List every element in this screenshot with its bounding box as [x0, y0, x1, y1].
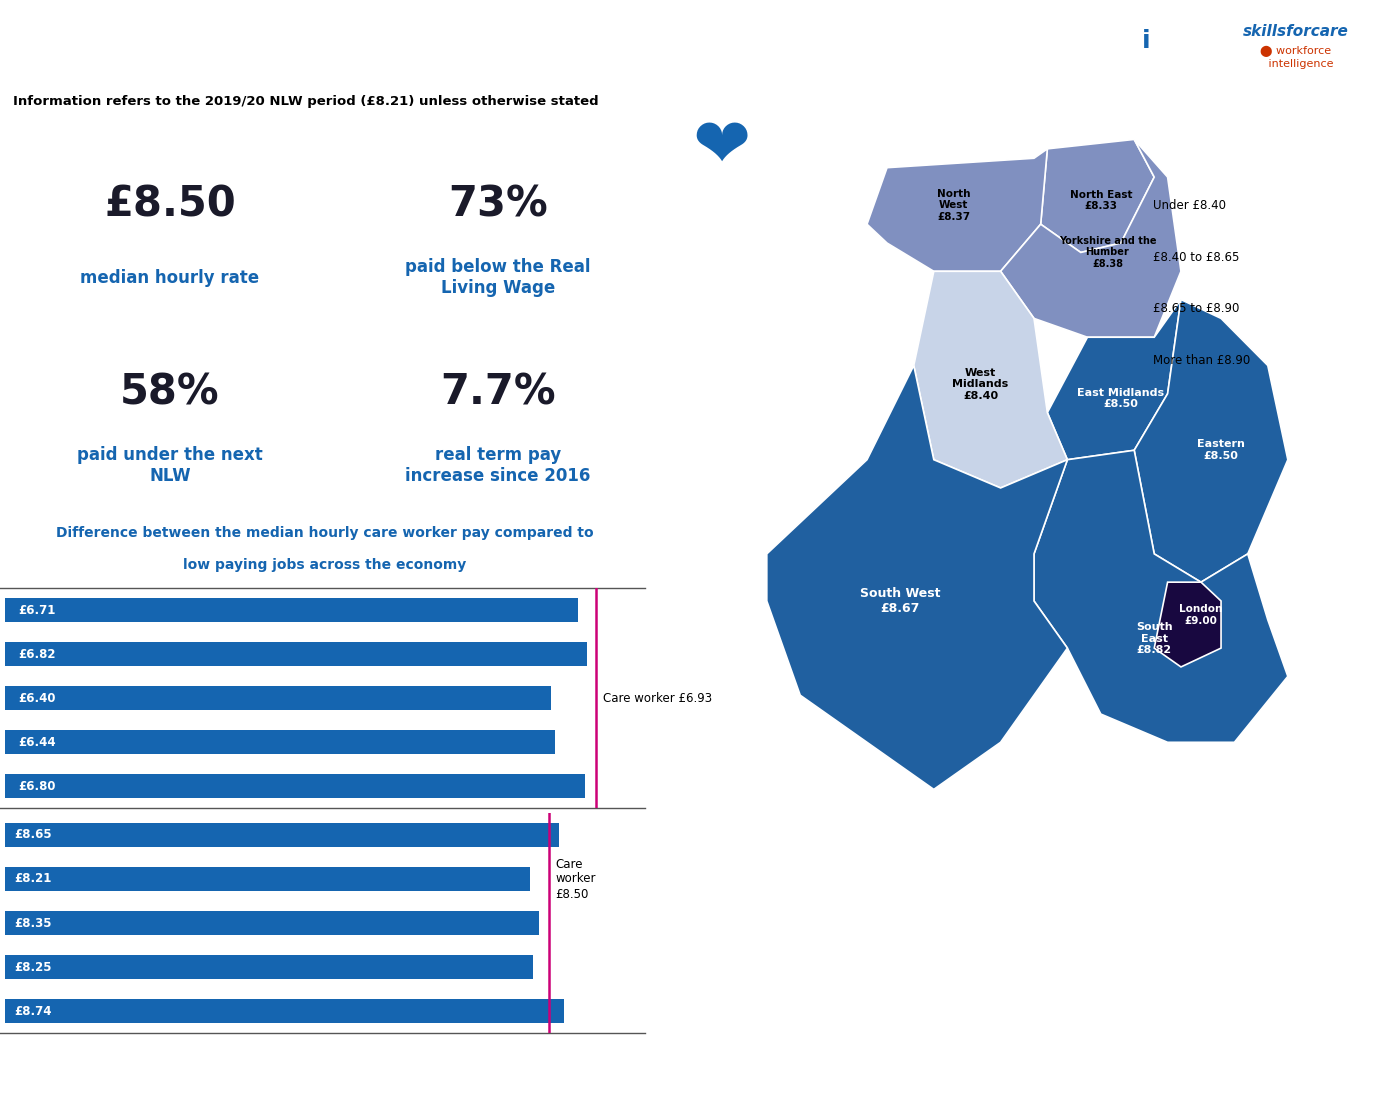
Polygon shape	[1034, 451, 1288, 743]
Text: £8.25: £8.25	[15, 961, 52, 973]
Text: South
East
£8.82: South East £8.82	[1135, 623, 1173, 656]
Text: London
£9.00: London £9.00	[1180, 604, 1222, 626]
Bar	[6, 911, 539, 936]
Text: £6.80: £6.80	[18, 779, 55, 792]
Text: £8.40 to £8.65: £8.40 to £8.65	[1153, 250, 1239, 263]
Polygon shape	[1134, 300, 1288, 582]
Polygon shape	[1000, 140, 1181, 337]
Text: £6.40: £6.40	[18, 691, 55, 704]
Text: Download PDF: Download PDF	[845, 94, 958, 108]
Text: £8.74: £8.74	[15, 1005, 52, 1017]
Bar	[1115, 344, 1142, 379]
Bar	[6, 998, 565, 1023]
Circle shape	[758, 14, 1378, 67]
Text: i: i	[1142, 29, 1151, 53]
Bar	[6, 730, 554, 754]
Bar	[1115, 292, 1142, 327]
Text: Information refers to the 2019/20 NLW period (£8.21) unless otherwise stated: Information refers to the 2019/20 NLW pe…	[14, 95, 599, 108]
Bar	[6, 685, 551, 710]
Text: East Midlands
£8.50: East Midlands £8.50	[1078, 388, 1164, 409]
Text: £6.44: £6.44	[18, 735, 55, 748]
Text: Difference between the median hourly care worker pay compared to: Difference between the median hourly car…	[56, 526, 594, 540]
Bar	[6, 823, 558, 847]
Text: £8.50: £8.50	[105, 184, 236, 226]
Text: paid below the Real
Living Wage: paid below the Real Living Wage	[405, 258, 591, 298]
Text: £8.65: £8.65	[15, 829, 52, 842]
Bar	[6, 598, 577, 623]
Bar	[6, 641, 587, 666]
Polygon shape	[766, 366, 1068, 789]
Polygon shape	[1040, 140, 1155, 252]
Polygon shape	[1155, 582, 1221, 667]
Text: paid under the next
NLW: paid under the next NLW	[77, 446, 263, 485]
Bar	[1115, 188, 1142, 224]
Text: Care
worker
£8.50: Care worker £8.50	[555, 857, 595, 900]
Text: Yorkshire and the
Humber
£8.38: Yorkshire and the Humber £8.38	[1058, 236, 1156, 269]
Text: Eastern
£8.50: Eastern £8.50	[1197, 440, 1244, 461]
Text: £8.65 to £8.90: £8.65 to £8.90	[1153, 302, 1239, 315]
Text: £6.82: £6.82	[18, 648, 55, 660]
Bar	[1115, 240, 1142, 276]
Text: £8.21: £8.21	[15, 873, 52, 886]
Text: ❤: ❤	[692, 114, 751, 181]
Text: South West
£8.67: South West £8.67	[860, 587, 941, 615]
Text: £6.71: £6.71	[18, 604, 55, 616]
Text: 58%: 58%	[120, 371, 220, 413]
Text: More information: More information	[834, 137, 970, 151]
Text: ⬤ workforce
   intelligence: ⬤ workforce intelligence	[1258, 46, 1334, 68]
Text: low paying jobs across the economy: low paying jobs across the economy	[183, 558, 467, 572]
Text: 7.7%: 7.7%	[440, 371, 555, 413]
Text: West
Midlands
£8.40: West Midlands £8.40	[952, 368, 1009, 401]
Polygon shape	[1047, 300, 1181, 460]
Bar	[6, 774, 586, 798]
Text: North
West
£8.37: North West £8.37	[937, 188, 970, 222]
Text: Care worker £6.93: Care worker £6.93	[604, 691, 712, 704]
Polygon shape	[867, 149, 1047, 271]
Text: North East
£8.33: North East £8.33	[1069, 190, 1133, 212]
Polygon shape	[914, 271, 1068, 488]
Text: real term pay
increase since 2016: real term pay increase since 2016	[405, 446, 591, 485]
Text: 73%: 73%	[448, 184, 548, 226]
Text: £8.35: £8.35	[15, 917, 52, 929]
Bar	[6, 867, 531, 892]
Text: median hourly rate: median hourly rate	[80, 269, 259, 287]
Text: Independent Sector Care Worker Pay 2019/20: Independent Sector Care Worker Pay 2019/…	[25, 26, 808, 55]
Text: Under £8.40: Under £8.40	[1153, 198, 1226, 212]
Text: skillsforcare: skillsforcare	[1243, 23, 1349, 39]
Bar	[6, 955, 533, 979]
Text: More than £8.90: More than £8.90	[1153, 354, 1250, 367]
